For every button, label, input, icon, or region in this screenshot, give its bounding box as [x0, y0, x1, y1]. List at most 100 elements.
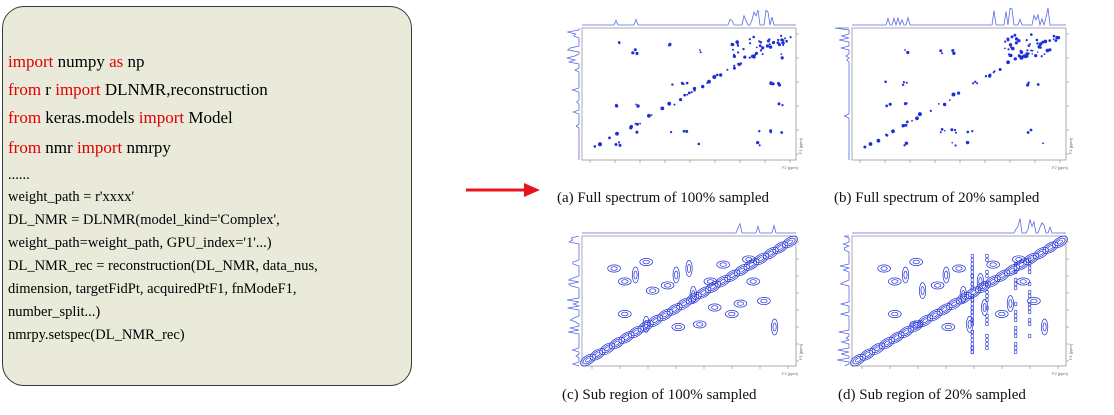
diagonal-peak: [1043, 39, 1048, 44]
cross-peak: [1029, 128, 1033, 132]
cross-peak: [752, 35, 755, 39]
code-line: number_split...): [8, 304, 100, 321]
cross-peak-contour: [989, 262, 997, 267]
noise-artifact: [970, 265, 975, 271]
cross-peak: [785, 39, 788, 43]
cross-peak: [777, 102, 781, 106]
noise-artifact: [1027, 305, 1032, 311]
cross-peak: [780, 53, 783, 55]
diagonal-peak: [686, 93, 689, 96]
cross-peak: [789, 36, 792, 39]
cross-peak-contour: [692, 320, 707, 329]
cross-peak-contour: [760, 298, 768, 304]
cross-peak: [1029, 43, 1032, 45]
noise-artifact: [985, 289, 989, 295]
y-axis-label: F1 [ppm]: [1068, 344, 1073, 360]
y-axis-label: F1 [ppm]: [1068, 138, 1073, 154]
code-keyword: import: [138, 108, 185, 127]
noise-artifact: [1027, 317, 1032, 323]
cross-peak: [617, 141, 621, 144]
spectrum-panel-d: F1 [ppm] F2 [ppm]: [837, 218, 1073, 376]
code-text: dimension, targetFidPt, acquiredPtF1, fn…: [8, 281, 297, 297]
noise-artifact: [985, 305, 989, 311]
cross-peak: [1013, 33, 1017, 37]
cross-peak: [633, 48, 637, 52]
cross-peak: [781, 104, 784, 107]
noise-artifact: [1013, 317, 1018, 323]
cross-peak-contour: [645, 286, 660, 295]
cross-peak: [682, 129, 686, 133]
cross-peak-contour: [703, 277, 718, 286]
noise-artifact: [1013, 349, 1018, 355]
noise-artifact: [985, 321, 989, 327]
diagonal-peak: [917, 112, 922, 117]
arrow-head: [524, 183, 540, 197]
left-projection: [837, 235, 851, 367]
cross-peak: [685, 81, 689, 85]
noise-artifact: [970, 257, 975, 263]
noise-artifact: [1013, 269, 1018, 275]
cross-peak: [944, 130, 946, 132]
cross-peak-contour: [691, 290, 696, 299]
cross-peak: [1036, 42, 1039, 45]
noise-artifact: [1027, 333, 1032, 339]
noise-artifact: [970, 309, 975, 315]
code-text: weight_path=weight_path, GPU_index='1'..…: [8, 235, 272, 251]
diagonal-peak: [679, 98, 683, 102]
diagonal-peak: [911, 119, 913, 122]
diagonal-peak: [1013, 57, 1017, 61]
noise-artifact: [970, 301, 975, 307]
cross-peak-contour: [742, 255, 756, 264]
cross-peak-contour: [716, 260, 730, 269]
noise-artifact: [1013, 309, 1018, 315]
diagonal-peak: [593, 145, 597, 148]
cross-peak: [1014, 37, 1019, 41]
cross-peak: [1008, 55, 1011, 57]
code-line: from nmr import nmrpy: [8, 138, 171, 158]
noise-artifact: [970, 293, 975, 299]
cross-peak-contour: [901, 266, 910, 284]
noise-artifact: [1027, 261, 1032, 267]
noise-artifact: [985, 313, 989, 319]
cross-peak: [749, 42, 752, 45]
code-line: weight_path = r'xxxx': [8, 189, 134, 206]
cross-peak: [904, 49, 906, 51]
cross-peak-contour: [633, 270, 638, 280]
cross-peak: [952, 49, 955, 51]
cross-peak: [761, 53, 764, 56]
cross-peak: [697, 142, 701, 146]
cross-peak: [780, 34, 783, 38]
noise-artifact: [985, 281, 989, 287]
code-text: nmrpy: [122, 138, 171, 157]
cross-peak: [954, 131, 957, 134]
code-text: weight_path = r'xxxx': [8, 189, 135, 205]
cross-peak-contour: [706, 279, 714, 284]
diagonal-peak: [777, 38, 780, 42]
cross-peak-contour: [944, 270, 949, 280]
cross-peak-contour: [618, 277, 632, 286]
left-projection: [567, 235, 581, 367]
noise-artifact: [970, 261, 975, 267]
cross-peak: [780, 131, 784, 134]
diagonal-contour: [1052, 235, 1068, 249]
code-text: nmr: [41, 138, 77, 157]
diagonal-peak: [1038, 42, 1043, 46]
cross-peak: [1004, 47, 1006, 50]
code-keyword: import: [76, 138, 123, 157]
noise-artifact: [970, 313, 975, 319]
code-line: from r import DLNMR,reconstruction: [8, 80, 268, 100]
cross-peak-contour: [981, 299, 989, 316]
cross-peak: [971, 130, 974, 133]
diagonal-contour: [784, 237, 796, 247]
code-line: ......: [8, 167, 30, 184]
code-keyword: import: [55, 80, 101, 99]
cross-peak: [1026, 49, 1029, 52]
cross-peak: [768, 46, 771, 48]
noise-artifact: [970, 281, 975, 287]
cross-peak: [1045, 48, 1050, 53]
cross-peak-contour: [1042, 322, 1047, 332]
cross-peak: [1036, 83, 1040, 86]
cross-peak: [939, 49, 943, 53]
cross-peak: [1024, 55, 1027, 59]
cross-peak-contour: [707, 303, 722, 312]
